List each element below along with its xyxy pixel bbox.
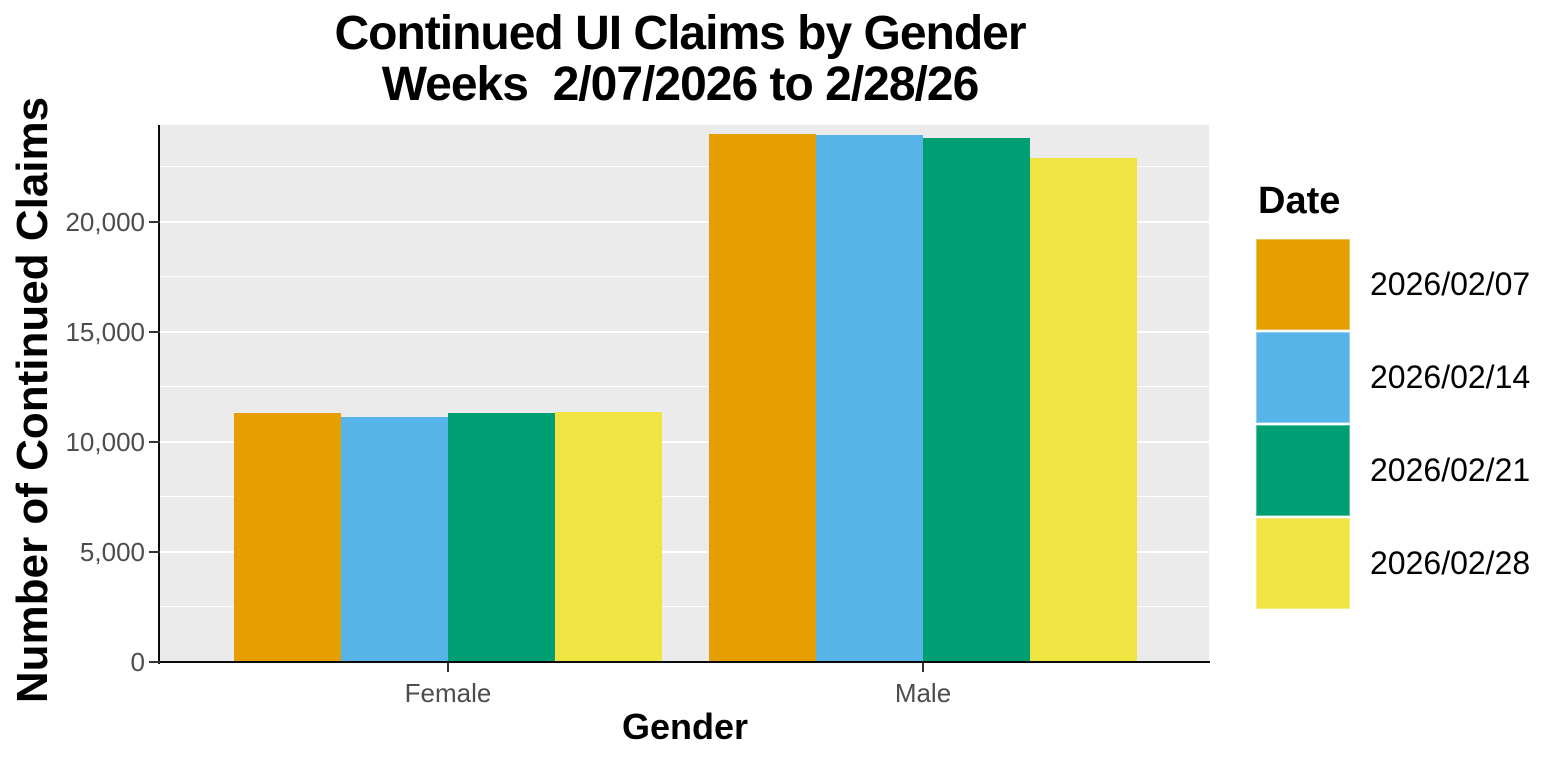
gridline-minor [160,166,1209,168]
chart-title-block: Continued UI Claims by Gender Weeks 2/07… [150,8,1210,110]
bar-female-2026-02-21 [448,413,555,662]
legend-swatch [1256,239,1350,330]
y-axis-line [157,125,160,664]
y-tick-mark [149,220,160,224]
legend-entry: 2026/02/14 [1256,331,1530,424]
x-tick-label: Female [404,678,492,708]
legend-entry: 2026/02/07 [1256,238,1530,331]
y-tick-label: 10,000 [65,426,145,457]
y-tick-mark [149,550,160,554]
legend-label: 2026/02/07 [1370,266,1531,302]
bar-male-2026-02-14 [816,134,923,662]
legend-entry: 2026/02/28 [1256,517,1530,610]
legend: Date 2026/02/07 2026/02/14 2026/02/21 2026/… [1256,180,1530,610]
legend-entry: 2026/02/21 [1256,424,1530,517]
legend-swatch [1256,425,1350,516]
chart-subtitle: Weeks 2/07/2026 to 2/28/26 [381,58,980,111]
gridline-major [160,440,1209,443]
legend-swatch [1256,332,1350,423]
bar-female-2026-02-28 [555,412,662,662]
x-axis-title: Gender [621,706,749,747]
y-tick-label: 20,000 [65,206,145,237]
y-tick-label: 5,000 [79,536,145,567]
legend-label: 2026/02/21 [1370,452,1531,488]
y-tick-mark [149,330,160,334]
y-tick-mark [149,440,160,444]
gridline-major [160,330,1209,333]
x-tick-label: Male [894,678,952,708]
gridline-minor [160,276,1209,278]
bar-male-2026-02-21 [923,138,1030,662]
gridline-minor [160,496,1209,498]
gridline-major [160,220,1209,223]
legend-label: 2026/02/14 [1370,359,1531,395]
legend-label: 2026/02/28 [1370,545,1531,581]
y-tick-mark [149,660,160,664]
legend-title: Date [1258,180,1341,222]
y-axis-title: Number of Continued Claims [8,96,57,704]
gridline-minor [160,386,1209,388]
gridline-major [160,550,1209,553]
bar-female-2026-02-07 [234,413,341,662]
y-tick-label: 0 [130,647,145,677]
gridline-minor [160,606,1209,608]
y-tick-label: 15,000 [65,316,145,347]
bar-male-2026-02-28 [1030,158,1137,662]
bar-male-2026-02-07 [709,133,816,662]
plot-area [160,125,1209,662]
bar-female-2026-02-14 [341,416,448,662]
chart-title: Continued UI Claims by Gender [334,7,1026,60]
legend-swatch [1256,518,1350,609]
x-tick-mark [921,663,925,672]
x-tick-mark [446,663,450,672]
legend-entries: 2026/02/07 2026/02/14 2026/02/21 2026/02/28 [1256,238,1530,610]
x-axis-line [157,660,1210,663]
